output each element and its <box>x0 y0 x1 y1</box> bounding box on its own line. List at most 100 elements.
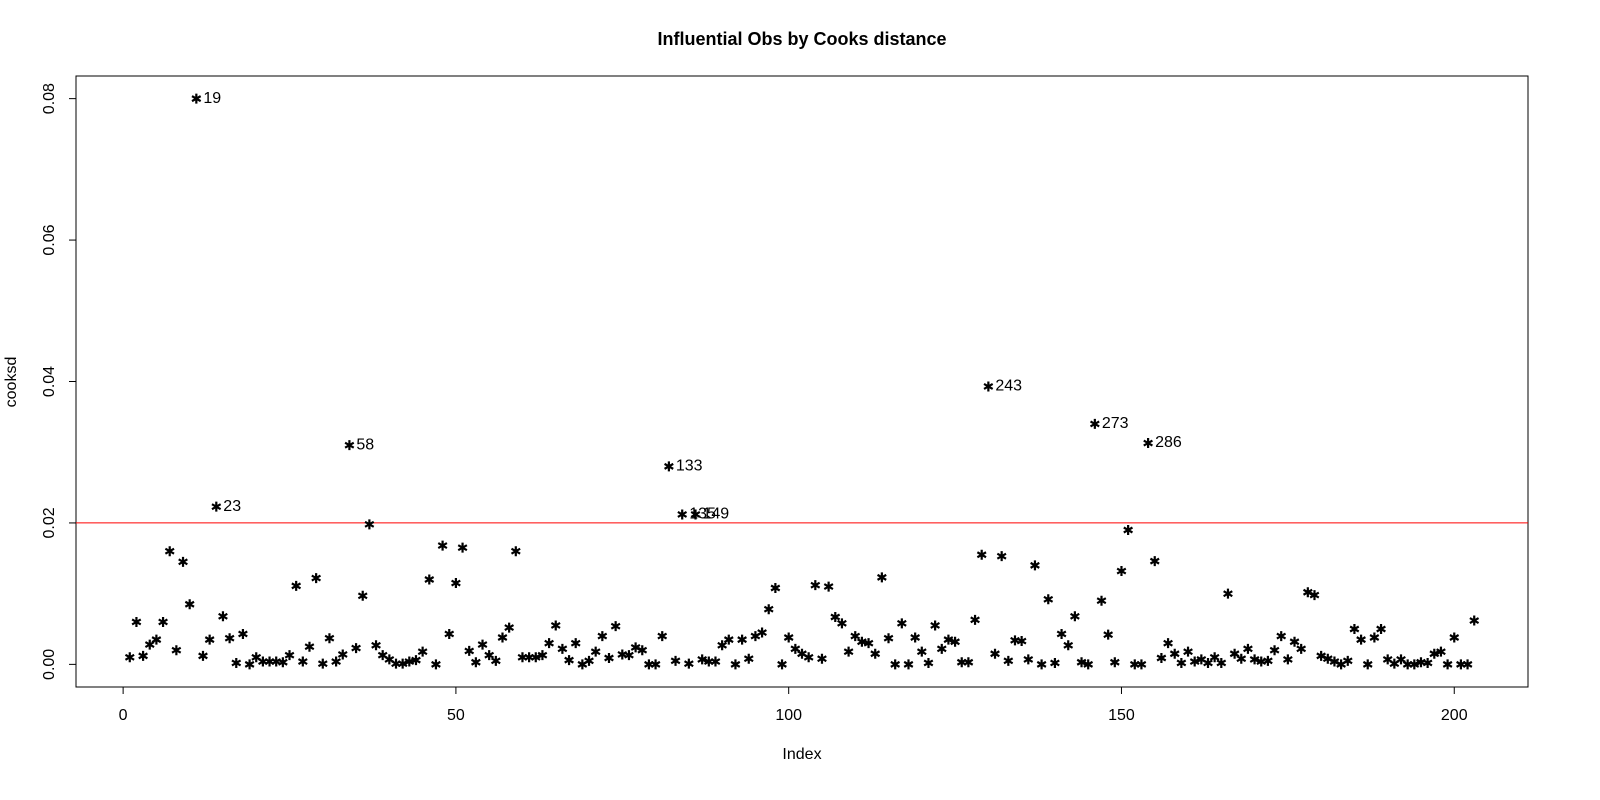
point <box>1376 624 1386 635</box>
point <box>324 633 335 644</box>
point <box>131 616 142 627</box>
point <box>1362 659 1373 670</box>
point <box>1023 654 1034 665</box>
point-label: 23 <box>223 498 241 515</box>
point <box>916 646 927 657</box>
point <box>843 646 854 657</box>
point <box>1422 657 1433 668</box>
point <box>1216 657 1227 668</box>
point <box>570 638 581 649</box>
point <box>810 580 821 591</box>
point <box>830 611 841 622</box>
point <box>510 546 521 557</box>
point-label: 273 <box>1102 415 1129 432</box>
point <box>364 519 375 530</box>
point <box>1269 645 1280 656</box>
point <box>470 657 481 668</box>
point <box>1356 634 1366 645</box>
point <box>743 653 754 664</box>
point <box>371 640 381 651</box>
y-tick-label: 0.04 <box>41 366 58 397</box>
point <box>1149 556 1160 567</box>
point <box>1036 659 1047 670</box>
point <box>1030 560 1040 571</box>
point <box>983 381 994 392</box>
point <box>457 542 468 553</box>
point <box>504 622 515 633</box>
point <box>996 551 1007 562</box>
point <box>950 636 960 647</box>
point <box>138 650 148 661</box>
point <box>451 578 461 589</box>
point <box>1296 643 1307 654</box>
point <box>1289 636 1300 647</box>
point <box>923 657 934 668</box>
point <box>876 572 887 583</box>
point <box>903 659 914 670</box>
point <box>397 658 408 669</box>
point <box>930 620 940 631</box>
point <box>151 634 162 645</box>
point <box>1056 628 1067 639</box>
x-tick-label: 150 <box>1108 707 1135 724</box>
point <box>1429 648 1440 659</box>
point <box>664 461 674 472</box>
point <box>424 574 435 585</box>
point <box>1116 566 1127 577</box>
point <box>943 634 954 645</box>
point <box>537 650 548 661</box>
point <box>723 634 734 645</box>
point <box>763 604 774 615</box>
point <box>1156 653 1167 664</box>
point <box>484 650 495 661</box>
point-label: 243 <box>995 378 1022 395</box>
point <box>1089 418 1100 429</box>
point <box>224 633 235 644</box>
point <box>184 599 195 610</box>
point <box>1342 655 1353 666</box>
point <box>304 641 315 652</box>
point <box>1249 654 1260 665</box>
point <box>896 618 907 629</box>
point <box>757 627 767 638</box>
point <box>1276 631 1287 642</box>
point-label: 58 <box>356 436 374 453</box>
point <box>1209 652 1220 663</box>
x-tick-label: 200 <box>1441 707 1468 724</box>
point <box>730 659 741 670</box>
point <box>564 655 574 666</box>
point <box>1136 659 1147 670</box>
point <box>883 633 894 644</box>
point <box>910 632 921 643</box>
point <box>277 657 288 668</box>
point <box>1043 594 1054 605</box>
point <box>1349 624 1360 635</box>
point <box>497 632 508 643</box>
y-tick-label: 0.08 <box>41 83 58 114</box>
point <box>317 658 328 669</box>
point <box>650 659 661 670</box>
point <box>803 652 814 663</box>
point <box>1123 525 1134 536</box>
point <box>1063 640 1074 651</box>
point <box>1203 657 1213 668</box>
point <box>590 646 601 657</box>
point <box>1143 438 1153 449</box>
point <box>863 638 874 649</box>
point <box>976 549 987 560</box>
point <box>584 655 594 666</box>
point <box>337 649 348 660</box>
point <box>1069 611 1080 622</box>
point <box>770 582 781 593</box>
point <box>1169 648 1180 659</box>
point <box>211 501 222 512</box>
point <box>817 653 827 664</box>
point <box>437 540 448 551</box>
point <box>291 580 302 591</box>
x-tick-label: 100 <box>775 707 802 724</box>
point <box>1109 657 1120 668</box>
point <box>284 650 295 661</box>
point <box>936 643 947 654</box>
